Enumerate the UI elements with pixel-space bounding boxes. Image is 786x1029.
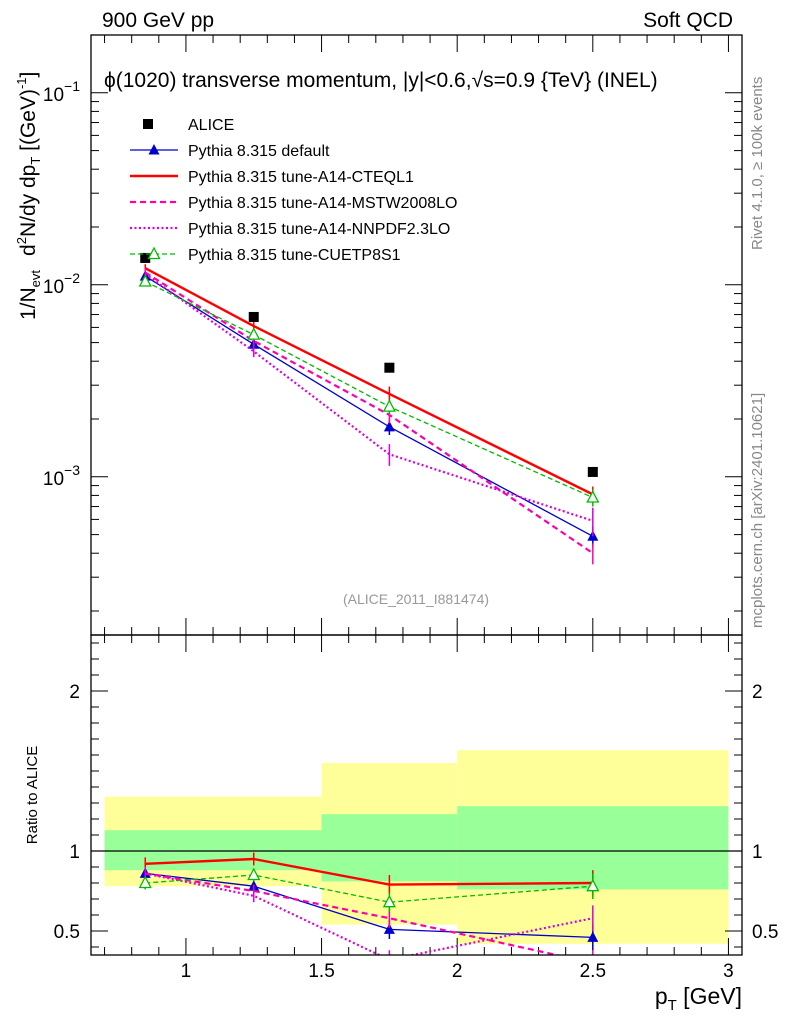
data-marker: [587, 466, 598, 477]
main-ytick-label: 10−3: [43, 462, 80, 490]
series-marker: [586, 490, 600, 503]
ratio-series-line: [145, 872, 594, 955]
main-ylabel: 1/Nevtd2N/dy dpT [(GeV)-1]: [14, 72, 43, 320]
ratio-ytick-label: 0.5: [54, 922, 80, 943]
legend-label: Pythia 8.315 tune-CUETP8S1: [188, 247, 401, 264]
ratio-marker: [587, 931, 599, 942]
ratio-series-line: [145, 872, 593, 939]
ratio-marker: [383, 923, 395, 934]
ratio-marker: [247, 867, 261, 881]
series-marker: [138, 274, 152, 287]
series-line: [144, 280, 594, 499]
series-line: [144, 267, 594, 496]
ratio-ytick-label: 1: [69, 842, 80, 863]
ratio-ytick-label-right: 2: [752, 682, 763, 703]
ratio-series-line: [145, 872, 562, 955]
xtick-label: 1: [181, 961, 192, 982]
ratio-marker: [382, 894, 396, 908]
ratio-marker: [138, 875, 152, 889]
series-line: [144, 272, 594, 522]
header-right: Soft QCD: [643, 9, 733, 32]
main-ticks: 10−1 10−2 10−3: [43, 34, 742, 635]
header-left: 900 GeV pp: [102, 9, 214, 32]
main-ytick-label: 10−1: [43, 78, 80, 106]
ratio-ytick-label: 2: [69, 682, 80, 703]
legend-label: Pythia 8.315 tune-A14-NNPDF2.3LO: [188, 221, 450, 238]
ratio-ylabel: Ratio to ALICE: [24, 746, 41, 844]
data-marker: [248, 311, 259, 322]
ratio-frame: [90, 634, 743, 956]
band-green: [321, 814, 458, 882]
main-title: ϕ(1020) transverse momentum, |y|<0.6,√s=…: [104, 69, 658, 92]
ratio-series: [138, 852, 600, 955]
legend-entry: Pythia 8.315 tune-A14-MSTW2008LO: [130, 195, 457, 212]
ratio-marker: [586, 878, 600, 892]
rivet-label: Rivet 4.1.0, ≥ 100k events: [749, 77, 766, 250]
xtick-label: 1.5: [308, 961, 334, 982]
mcplots-label: mcplots.cern.ch [arXiv:2401.10621]: [749, 393, 766, 628]
legend-label: Pythia 8.315 tune-A14-CTEQL1: [188, 169, 414, 186]
xtick-label: 3: [723, 961, 734, 982]
data-marker: [140, 252, 151, 263]
series-marker: [383, 420, 395, 432]
x-axis-label: pT [GeV]: [655, 983, 742, 1014]
main-ytick-label: 10−2: [43, 270, 80, 298]
legend-marker: [147, 246, 161, 260]
ratio-ytick-label-right: 0.5: [752, 922, 778, 943]
legend-entry: Pythia 8.315 default: [130, 143, 330, 160]
legend-marker: [143, 119, 153, 129]
legend-label: Pythia 8.315 tune-A14-MSTW2008LO: [188, 195, 457, 212]
series-marker: [382, 399, 396, 412]
ratio-series-line: [145, 857, 593, 886]
ratio-series-line: [145, 874, 593, 903]
xtick-label: 2: [452, 961, 463, 982]
main-series: [138, 252, 600, 565]
legend-entry: Pythia 8.315 tune-CUETP8S1: [130, 246, 401, 264]
legend-entry: Pythia 8.315 tune-A14-NNPDF2.3LO: [130, 221, 450, 238]
legend-entry: ALICE: [143, 117, 234, 134]
xtick-label: 2.5: [580, 961, 606, 982]
legend-entry: Pythia 8.315 tune-A14-CTEQL1: [130, 169, 414, 186]
legend-label: ALICE: [188, 117, 234, 134]
legend-label: Pythia 8.315 default: [188, 143, 330, 160]
ratio-ytick-label-right: 1: [752, 842, 763, 863]
series-line: [144, 271, 594, 555]
band-green: [104, 830, 322, 871]
ratio-ticks: 0.5 0.5 1 1 2 2 1 1.5 2 2.5 3: [54, 635, 778, 982]
data-marker: [384, 362, 395, 373]
ratio-bands: [91, 750, 742, 944]
legend: ALICE Pythia 8.315 default Pythia 8.315 tu…: [130, 117, 457, 264]
series-line: [144, 275, 594, 537]
legend-marker: [148, 144, 160, 155]
series-marker: [247, 327, 261, 340]
main-panel: [91, 35, 742, 635]
watermark: (ALICE_2011_I881474): [343, 591, 489, 607]
